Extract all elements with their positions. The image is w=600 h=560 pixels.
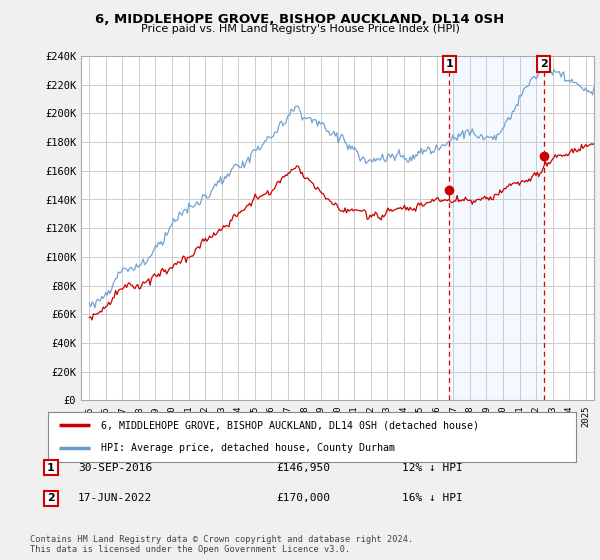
- Text: 1: 1: [445, 59, 453, 69]
- Text: 6, MIDDLEHOPE GROVE, BISHOP AUCKLAND, DL14 0SH: 6, MIDDLEHOPE GROVE, BISHOP AUCKLAND, DL…: [95, 13, 505, 26]
- Text: 12% ↓ HPI: 12% ↓ HPI: [402, 463, 463, 473]
- Text: £146,950: £146,950: [276, 463, 330, 473]
- Text: 30-SEP-2016: 30-SEP-2016: [78, 463, 152, 473]
- Text: £170,000: £170,000: [276, 493, 330, 503]
- Text: HPI: Average price, detached house, County Durham: HPI: Average price, detached house, Coun…: [101, 444, 395, 454]
- Text: 16% ↓ HPI: 16% ↓ HPI: [402, 493, 463, 503]
- Text: 6, MIDDLEHOPE GROVE, BISHOP AUCKLAND, DL14 0SH (detached house): 6, MIDDLEHOPE GROVE, BISHOP AUCKLAND, DL…: [101, 420, 479, 430]
- Text: 2: 2: [47, 493, 55, 503]
- Text: 17-JUN-2022: 17-JUN-2022: [78, 493, 152, 503]
- Text: 1: 1: [47, 463, 55, 473]
- Text: 2: 2: [540, 59, 548, 69]
- Text: Price paid vs. HM Land Registry's House Price Index (HPI): Price paid vs. HM Land Registry's House …: [140, 24, 460, 34]
- Text: Contains HM Land Registry data © Crown copyright and database right 2024.
This d: Contains HM Land Registry data © Crown c…: [30, 535, 413, 554]
- Bar: [449, 56, 544, 400]
